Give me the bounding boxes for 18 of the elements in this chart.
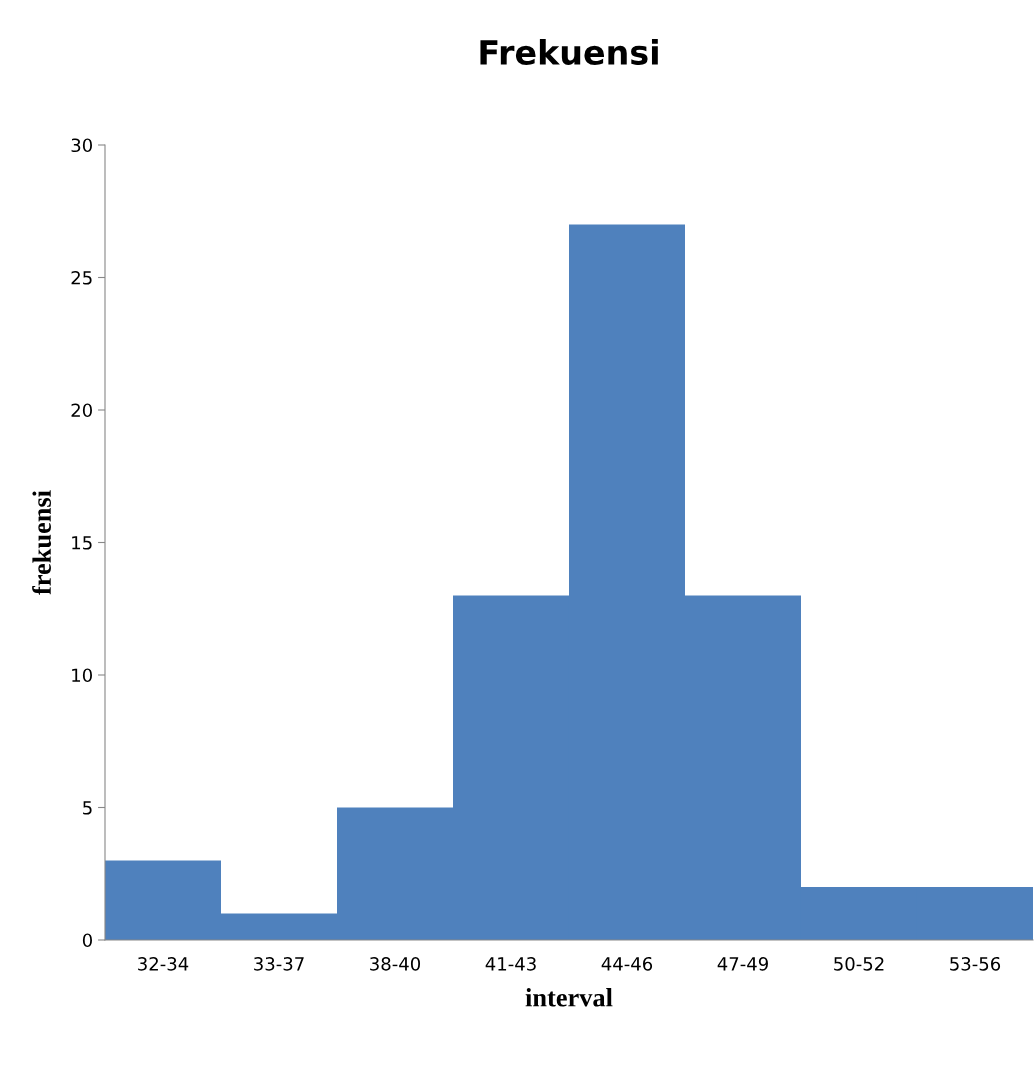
x-tick-label: 47-49 xyxy=(717,956,768,971)
y-tick-label: 0 xyxy=(82,933,92,948)
x-tick-label: 41-43 xyxy=(485,956,536,971)
y-tick-label: 25 xyxy=(71,270,92,285)
x-axis-title: interval xyxy=(525,988,613,1007)
x-tick-label: 53-56 xyxy=(950,956,1001,971)
y-tick-label: 15 xyxy=(72,536,92,550)
y-tick-label: 5 xyxy=(83,801,92,815)
y-tick-label: 10 xyxy=(72,668,92,683)
y-axis-title: frekuensi xyxy=(32,490,52,595)
y-tick-label: 30 xyxy=(71,138,92,153)
x-tick-label: 33-37 xyxy=(254,956,304,971)
y-tick-label: 20 xyxy=(71,403,92,418)
x-tick-label: 38-40 xyxy=(370,956,421,971)
chart-title: Frekuensi xyxy=(480,39,658,65)
x-tick-label: 44-46 xyxy=(601,956,653,971)
x-tick-label: 50-52 xyxy=(834,956,884,971)
x-tick-label: 32-34 xyxy=(138,956,189,971)
